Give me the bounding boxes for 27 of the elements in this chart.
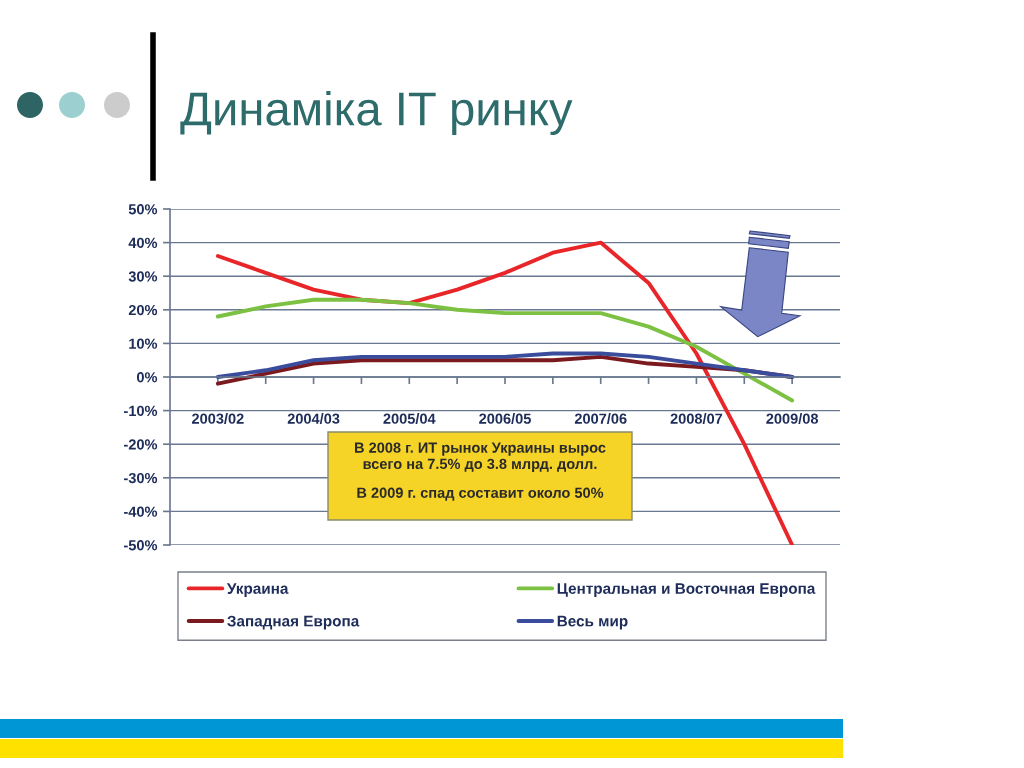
legend-label: Центральная и Восточная Европа [557,583,816,597]
annotation: В 2008 г. ИТ рынок Украины вырос всего на 7.5% до 3.8 млрд. долл. [355,442,606,472]
x-tick-label: 2008/07 [670,413,723,424]
y-tick-label: -10% [124,405,158,417]
chart-title: Динаміка IT ринку [180,90,573,136]
y-tick-label: 50% [128,204,158,215]
legend-label: Весь мир [557,615,628,630]
y-tick-label: -40% [124,506,158,517]
x-tick-label: 2005/04 [383,413,436,424]
x-tick-label: 2006/05 [479,413,531,424]
y-tick-label: -50% [124,540,158,551]
line-series [215,351,795,379]
y-tick-label: -20% [124,439,158,450]
y-tick-label: 10% [129,338,158,349]
y-tick-label: 20% [128,304,158,316]
y-tick-label: 0% [137,372,158,383]
x-tick-label: 2004/03 [287,413,340,424]
legend-label: Западная Европа [227,615,360,630]
y-tick-label: 30% [128,271,158,282]
line-series [215,297,795,403]
annotation: В 2009 г. спад составит около 50% [357,487,604,501]
x-tick-label: 2003/02 [192,413,244,424]
x-tick-label: 2009/08 [766,413,819,424]
x-tick-label: 2007/06 [574,413,627,424]
y-tick-label: 40% [128,237,158,249]
y-tick-label: -30% [124,472,158,484]
legend-label: Украина [226,583,289,597]
